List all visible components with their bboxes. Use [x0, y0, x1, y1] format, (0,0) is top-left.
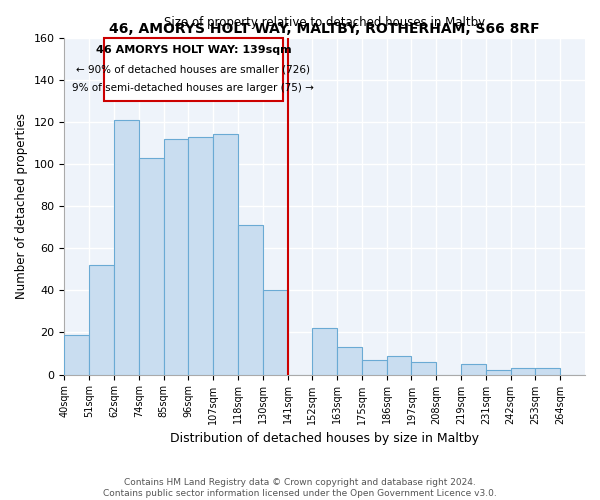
Title: 46, AMORYS HOLT WAY, MALTBY, ROTHERHAM, S66 8RF: 46, AMORYS HOLT WAY, MALTBY, ROTHERHAM, … — [109, 22, 540, 36]
Bar — [535, 368, 560, 374]
Bar — [486, 370, 511, 374]
Bar — [386, 356, 412, 374]
Bar — [114, 120, 139, 374]
Bar — [511, 368, 535, 374]
Text: Contains HM Land Registry data © Crown copyright and database right 2024.
Contai: Contains HM Land Registry data © Crown c… — [103, 478, 497, 498]
Text: 9% of semi-detached houses are larger (75) →: 9% of semi-detached houses are larger (7… — [73, 83, 314, 93]
Bar — [213, 134, 238, 374]
Bar — [188, 136, 213, 374]
FancyBboxPatch shape — [104, 38, 283, 101]
Bar — [64, 334, 89, 374]
Bar — [362, 360, 386, 374]
Bar — [139, 158, 164, 374]
Text: Size of property relative to detached houses in Maltby: Size of property relative to detached ho… — [164, 16, 485, 29]
Text: 46 AMORYS HOLT WAY: 139sqm: 46 AMORYS HOLT WAY: 139sqm — [95, 46, 291, 56]
Bar — [238, 225, 263, 374]
Bar — [461, 364, 486, 374]
Bar — [164, 138, 188, 374]
Y-axis label: Number of detached properties: Number of detached properties — [15, 113, 28, 299]
Bar — [337, 347, 362, 374]
Bar — [412, 362, 436, 374]
Bar — [89, 265, 114, 374]
Text: ← 90% of detached houses are smaller (726): ← 90% of detached houses are smaller (72… — [76, 64, 310, 74]
Bar — [313, 328, 337, 374]
Bar — [263, 290, 287, 374]
X-axis label: Distribution of detached houses by size in Maltby: Distribution of detached houses by size … — [170, 432, 479, 445]
